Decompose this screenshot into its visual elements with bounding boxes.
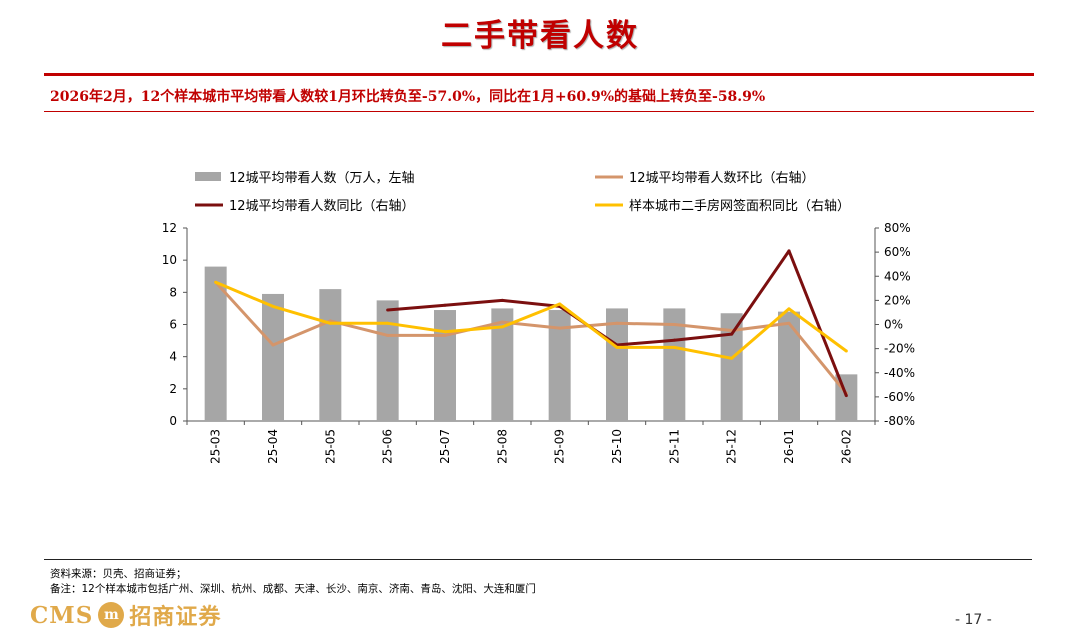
line-point: [787, 321, 791, 325]
logo-mark-icon: m: [98, 602, 125, 628]
bar: [262, 293, 284, 421]
line-point: [672, 323, 676, 326]
left-tick-label: 8: [169, 285, 177, 299]
right-tick-label: -60%: [884, 390, 915, 404]
line-point: [844, 394, 848, 398]
chart: 12城平均带看人数（万人，左轴 12城平均带看人数环比（右轴） 12城平均带看人数同…: [162, 170, 915, 464]
chart-legend: 12城平均带看人数（万人，左轴 12城平均带看人数环比（右轴） 12城平均带看人数同…: [195, 170, 850, 214]
x-tick-label: 25-04: [266, 429, 280, 464]
x-tick-label: 26-01: [782, 429, 796, 464]
x-tick-label: 26-02: [839, 429, 853, 464]
line-point: [500, 320, 504, 324]
left-tick-label: 4: [169, 350, 177, 364]
bar: [491, 308, 514, 421]
line-point: [672, 345, 676, 349]
x-tick-label: 25-12: [725, 429, 739, 464]
right-tick-label: 0%: [884, 318, 903, 332]
bar-series: [204, 266, 858, 421]
bar: [720, 313, 743, 421]
left-tick-label: 12: [162, 221, 177, 235]
line-point: [615, 345, 619, 349]
line-point: [787, 249, 791, 253]
line-point: [730, 332, 734, 336]
legend-swatch: [195, 172, 221, 181]
tick-labels: 0 2 4 6 8 10 12 -80% -60% -40% -20% 0% 20% 40% 60% 80% 2…: [162, 221, 915, 464]
chart-subtitle: 2026年2月，12个样本城市平均带看人数较1月环比转负至-57.0%，同比在1…: [50, 89, 766, 105]
bar: [204, 266, 227, 421]
line-point: [386, 308, 390, 312]
left-tick-label: 10: [162, 253, 177, 267]
right-tick-label: 60%: [884, 245, 911, 259]
chart-axes: [183, 227, 879, 425]
bar: [778, 311, 800, 421]
x-tick-label: 25-09: [553, 429, 567, 464]
right-tick-label: 80%: [884, 221, 911, 235]
line-point: [730, 356, 734, 360]
bar: [606, 308, 628, 421]
line-series-1: [214, 281, 848, 395]
subtitle-rule: [44, 111, 1034, 112]
legend-label: 样本城市二手房网签面积同比（右轴）: [629, 198, 850, 214]
line-point: [558, 326, 562, 330]
legend-label: 12城平均带看人数同比（右轴）: [229, 198, 415, 214]
line-point: [443, 330, 447, 334]
line-point: [386, 333, 390, 337]
line-point: [500, 325, 504, 329]
x-tick-label: 25-06: [381, 429, 395, 464]
x-tick-label: 25-11: [667, 429, 681, 464]
remark-note: 备注：12个样本城市包括广州、深圳、杭州、成都、天津、长沙、南京、济南、青岛、沈…: [50, 583, 536, 595]
line-point: [443, 333, 447, 337]
line-series-3: [215, 280, 848, 360]
right-tick-label: 20%: [884, 293, 911, 307]
right-tick-label: -40%: [884, 366, 915, 380]
line-point: [500, 298, 504, 302]
page-number: - 17 -: [955, 612, 992, 628]
bar: [835, 374, 858, 421]
line-point: [271, 304, 275, 308]
line-point: [214, 280, 218, 284]
bar: [319, 289, 342, 421]
line-point: [787, 307, 791, 311]
logo-chinese: 招商证券: [129, 604, 222, 630]
left-tick-label: 6: [169, 318, 177, 332]
line-point: [443, 303, 447, 307]
line-point: [844, 349, 848, 353]
cms-logo: CMS m 招商证券: [30, 600, 222, 631]
left-tick-label: 2: [169, 382, 177, 396]
title-rule: [44, 73, 1034, 76]
footer-rule: [44, 559, 1032, 560]
line-point: [386, 321, 390, 325]
bar: [548, 310, 571, 421]
source-note: 资料来源：贝壳、招商证券；: [50, 568, 187, 580]
legend-label: 12城平均带看人数环比（右轴）: [629, 170, 815, 186]
x-tick-label: 25-08: [495, 429, 509, 464]
x-tick-label: 25-10: [610, 429, 624, 464]
logo-latin: CMS: [30, 601, 94, 629]
left-tick-label: 0: [169, 414, 177, 428]
page-title: 二手带看人数: [441, 18, 639, 54]
right-tick-label: -20%: [884, 342, 915, 356]
right-tick-label: -80%: [884, 414, 915, 428]
line-point: [672, 338, 676, 342]
line-point: [328, 321, 332, 325]
bar: [434, 310, 456, 421]
line-point: [271, 343, 275, 347]
bar: [663, 308, 686, 421]
line-point: [615, 321, 619, 325]
x-tick-label: 25-03: [209, 429, 223, 464]
x-tick-label: 25-05: [323, 429, 337, 464]
line-point: [558, 302, 562, 306]
right-tick-label: 40%: [884, 269, 911, 283]
legend-label: 12城平均带看人数（万人，左轴: [229, 170, 415, 186]
x-tick-label: 25-07: [438, 429, 452, 464]
line-series: [214, 249, 848, 398]
bar: [376, 300, 399, 421]
